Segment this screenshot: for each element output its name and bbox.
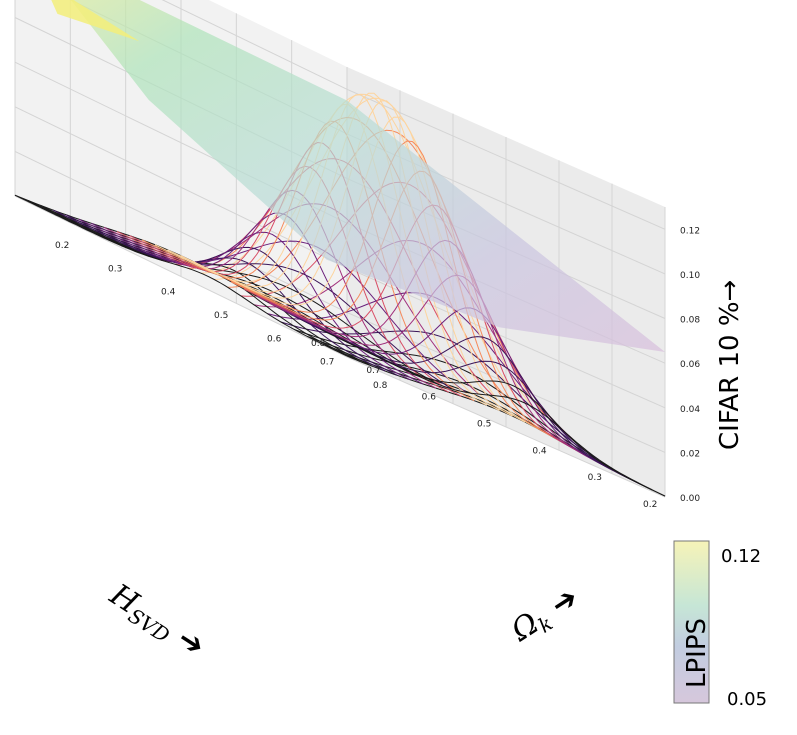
z-tick-label: 0.06 [680, 360, 700, 370]
y-tick-label: 0.8 [373, 381, 388, 391]
svg-text:Ωk➔: Ωk➔ [504, 580, 586, 652]
wire-line-y [40, 204, 373, 367]
grid-line-z [14, 195, 666, 498]
colorbar-min-label: 0.05 [727, 689, 767, 710]
x-axis-label: HSVD➔ [101, 577, 211, 667]
z-tick-label: 0.04 [680, 405, 700, 415]
x-tick-label: 0.4 [532, 446, 547, 456]
colorbar [673, 540, 710, 704]
y-tick-label: 0.5 [214, 311, 228, 321]
x-tick-label: 0.7 [366, 366, 380, 376]
y-tick-label: 0.4 [161, 288, 176, 298]
z-tick-label: 0.02 [680, 449, 700, 459]
x-tick-label: 0.2 [643, 500, 657, 510]
z-tick-label: 0.12 [680, 226, 700, 236]
wire-line-y [65, 214, 399, 377]
x-tick-label: 0.5 [477, 420, 491, 430]
svg-text:HSVD➔: HSVD➔ [101, 577, 211, 667]
z-tick-label: 0.00 [680, 494, 700, 504]
lpips-surface [51, 0, 665, 352]
wireframe-surface [14, 92, 666, 497]
y-tick-label: 0.2 [55, 241, 69, 251]
y-tick-label: 0.3 [108, 264, 122, 274]
wire-line-y [14, 194, 348, 357]
x-tick-label: 0.3 [588, 473, 602, 483]
z-axis-label: CIFAR 10 %→ [715, 280, 745, 450]
x-tick-label: 0.8 [311, 339, 326, 349]
y-axis-label: Ωk➔ [504, 580, 586, 652]
lpips-surface-spike [51, 0, 140, 42]
wire-line-y [91, 212, 424, 385]
lpips-surface-patch [70, 0, 665, 352]
wire-line-y [332, 334, 666, 497]
y-tick-label: 0.7 [320, 358, 334, 368]
grid-line-z [14, 106, 666, 409]
axis-ticks: 0.2 0.3 0.4 0.5 0.6 0.7 0.8 0.2 0.3 0.4 0.5 0.6 0.7 0… [55, 226, 700, 510]
wire-line-y [52, 209, 386, 372]
colorbar-max-label: 0.12 [721, 546, 761, 567]
z-tick-label: 0.10 [680, 271, 700, 281]
colorbar-label: LPIPS [682, 618, 712, 688]
z-tick-label: 0.08 [680, 316, 700, 326]
y-tick-label: 0.6 [267, 334, 282, 344]
x-tick-label: 0.6 [422, 393, 437, 403]
grid-line-z [161, 0, 666, 230]
